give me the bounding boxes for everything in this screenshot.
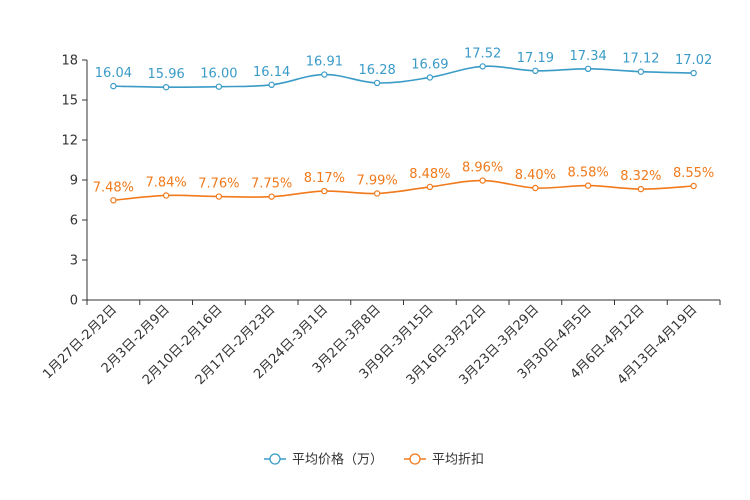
y-tick-label: 15 bbox=[61, 94, 78, 109]
data-label: 17.12 bbox=[622, 52, 659, 67]
legend-label: 平均价格（万） bbox=[292, 452, 383, 468]
data-point[interactable] bbox=[690, 182, 697, 190]
data-label: 16.14 bbox=[253, 65, 290, 80]
data-point[interactable] bbox=[426, 74, 434, 81]
data-label: 8.40% bbox=[515, 168, 556, 183]
series-layer bbox=[110, 63, 697, 204]
series-line bbox=[113, 65, 694, 89]
data-point[interactable] bbox=[373, 190, 381, 197]
data-point[interactable] bbox=[321, 187, 328, 195]
data-point[interactable] bbox=[321, 71, 328, 78]
data-point[interactable] bbox=[479, 177, 486, 184]
legend[interactable]: 平均价格（万） 平均折扣 bbox=[264, 452, 484, 468]
data-label: 8.58% bbox=[567, 166, 608, 181]
data-label: 7.76% bbox=[198, 177, 239, 192]
data-label: 7.99% bbox=[356, 173, 397, 188]
series-1 bbox=[110, 63, 697, 91]
data-label: 16.04 bbox=[95, 66, 132, 81]
data-labels: 16.04 15.96 16.00 16.14 16.91 16.28 16.69 17.52… bbox=[93, 46, 715, 195]
data-label: 7.84% bbox=[145, 175, 186, 190]
legend-item-1[interactable]: 平均价格（万） bbox=[264, 452, 383, 468]
data-label: 7.75% bbox=[251, 177, 292, 192]
legend-marker bbox=[269, 453, 281, 465]
data-point[interactable] bbox=[215, 83, 223, 90]
data-point[interactable] bbox=[426, 183, 434, 191]
data-point[interactable] bbox=[215, 193, 223, 200]
data-label: 8.55% bbox=[673, 166, 714, 181]
data-point[interactable] bbox=[584, 65, 592, 73]
data-point[interactable] bbox=[690, 69, 697, 77]
data-label: 16.28 bbox=[359, 63, 396, 78]
data-label: 17.19 bbox=[517, 51, 554, 66]
data-label: 8.48% bbox=[409, 167, 450, 182]
legend-marker bbox=[409, 453, 421, 465]
data-label: 17.02 bbox=[675, 53, 712, 68]
data-point[interactable] bbox=[268, 81, 275, 89]
y-tick-label: 3 bbox=[70, 254, 78, 269]
data-point[interactable] bbox=[637, 185, 645, 193]
data-label: 7.48% bbox=[93, 180, 134, 195]
data-point[interactable] bbox=[162, 192, 170, 199]
series-2 bbox=[110, 177, 697, 204]
data-label: 17.52 bbox=[464, 46, 501, 61]
data-point[interactable] bbox=[532, 67, 539, 75]
data-point[interactable] bbox=[532, 184, 539, 192]
data-point[interactable] bbox=[373, 79, 381, 87]
data-label: 16.00 bbox=[200, 67, 237, 82]
legend-label: 平均折扣 bbox=[432, 453, 484, 468]
y-tick-label: 6 bbox=[70, 214, 78, 229]
data-point[interactable] bbox=[479, 63, 486, 70]
axes: 03691215181月27日-2月2日2月3日-2月9日2月10日-2月16日… bbox=[40, 54, 721, 388]
y-tick-label: 0 bbox=[70, 294, 78, 309]
data-label: 8.17% bbox=[304, 171, 345, 186]
data-point[interactable] bbox=[268, 193, 275, 200]
data-label: 15.96 bbox=[148, 67, 185, 82]
data-label: 8.96% bbox=[462, 161, 503, 176]
data-point[interactable] bbox=[110, 82, 117, 90]
y-tick-label: 18 bbox=[61, 54, 78, 69]
data-label: 17.34 bbox=[570, 49, 607, 64]
y-tick-label: 9 bbox=[70, 174, 78, 189]
data-label: 16.69 bbox=[411, 57, 448, 72]
data-point[interactable] bbox=[637, 68, 645, 75]
data-label: 8.32% bbox=[620, 169, 661, 184]
data-label: 16.91 bbox=[306, 55, 343, 70]
legend-item-2[interactable]: 平均折扣 bbox=[404, 453, 484, 468]
y-tick-label: 12 bbox=[61, 134, 78, 149]
data-point[interactable] bbox=[584, 182, 592, 189]
data-point[interactable] bbox=[162, 83, 170, 91]
data-point[interactable] bbox=[110, 197, 117, 204]
series-line bbox=[113, 179, 694, 202]
